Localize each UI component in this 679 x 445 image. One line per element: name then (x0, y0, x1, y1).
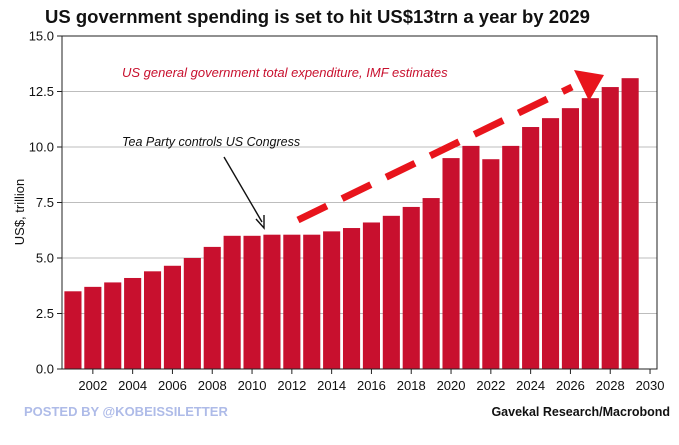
y-tick-label: 0.0 (36, 362, 54, 377)
y-tick-label: 15.0 (29, 29, 54, 44)
chart-subtitle: US general government total expenditure,… (122, 65, 448, 80)
bar (342, 228, 361, 369)
bar (502, 145, 520, 369)
bar (203, 246, 221, 369)
x-tick-label: 2002 (78, 378, 107, 393)
x-tick-label: 2008 (198, 378, 227, 393)
x-tick-label: 2024 (516, 378, 545, 393)
bar (303, 234, 321, 369)
x-tick-label: 2012 (277, 378, 306, 393)
bar (581, 98, 599, 369)
annotation-arrow-line (223, 156, 263, 223)
bar (522, 127, 540, 370)
bar (163, 265, 181, 369)
x-tick-label: 2014 (317, 378, 346, 393)
bar (462, 145, 480, 369)
bar (382, 215, 400, 369)
y-tick-label: 2.5 (36, 306, 54, 321)
bar (263, 234, 281, 369)
bar (362, 222, 380, 369)
bar (124, 277, 142, 369)
y-tick-label: 7.5 (36, 195, 54, 210)
x-tick-label: 2016 (357, 378, 386, 393)
bar (223, 235, 241, 369)
bar (243, 235, 261, 369)
bar-series (64, 78, 639, 370)
bar (183, 258, 201, 369)
bar (84, 286, 102, 369)
footer-credit: POSTED BY @KOBEISSILETTER (24, 404, 228, 419)
x-tick-label: 2026 (556, 378, 585, 393)
y-tick-label: 10.0 (29, 140, 54, 155)
x-axis-ticks: 2002 2004 2006 2008 2010 2012 2014 2016 2018 2020… (78, 369, 664, 393)
trend-arrow-head (574, 70, 604, 101)
bar (143, 271, 162, 369)
x-tick-label: 2030 (636, 378, 665, 393)
x-tick-label: 2004 (118, 378, 147, 393)
x-tick-label: 2006 (158, 378, 187, 393)
annotation-text: Tea Party controls US Congress (122, 135, 300, 149)
x-tick-label: 2028 (596, 378, 625, 393)
trend-arrow-line (296, 83, 574, 224)
chart-title: US government spending is set to hit US$… (45, 6, 590, 27)
bar (323, 231, 341, 369)
bar (601, 87, 619, 369)
bar (442, 158, 460, 369)
y-axis-ticks: 0.0 2.5 5.0 7.5 10.0 12.5 15.0 (29, 29, 62, 377)
x-tick-label: 2020 (437, 378, 466, 393)
bar (561, 108, 579, 370)
bar (482, 159, 500, 369)
bar (541, 118, 560, 369)
footer-source: Gavekal Research/Macrobond (491, 405, 670, 419)
x-tick-label: 2022 (476, 378, 505, 393)
y-axis-label: US$, trillion (12, 179, 27, 245)
bar (422, 198, 440, 369)
bar (283, 234, 301, 369)
x-tick-label: 2018 (397, 378, 426, 393)
annotation-arrow-head (255, 215, 265, 230)
bar (621, 78, 639, 370)
y-tick-label: 5.0 (36, 251, 54, 266)
y-tick-label: 12.5 (29, 84, 54, 99)
bar (402, 206, 420, 369)
bar (104, 282, 122, 369)
bar (64, 291, 82, 369)
x-tick-label: 2010 (238, 378, 267, 393)
